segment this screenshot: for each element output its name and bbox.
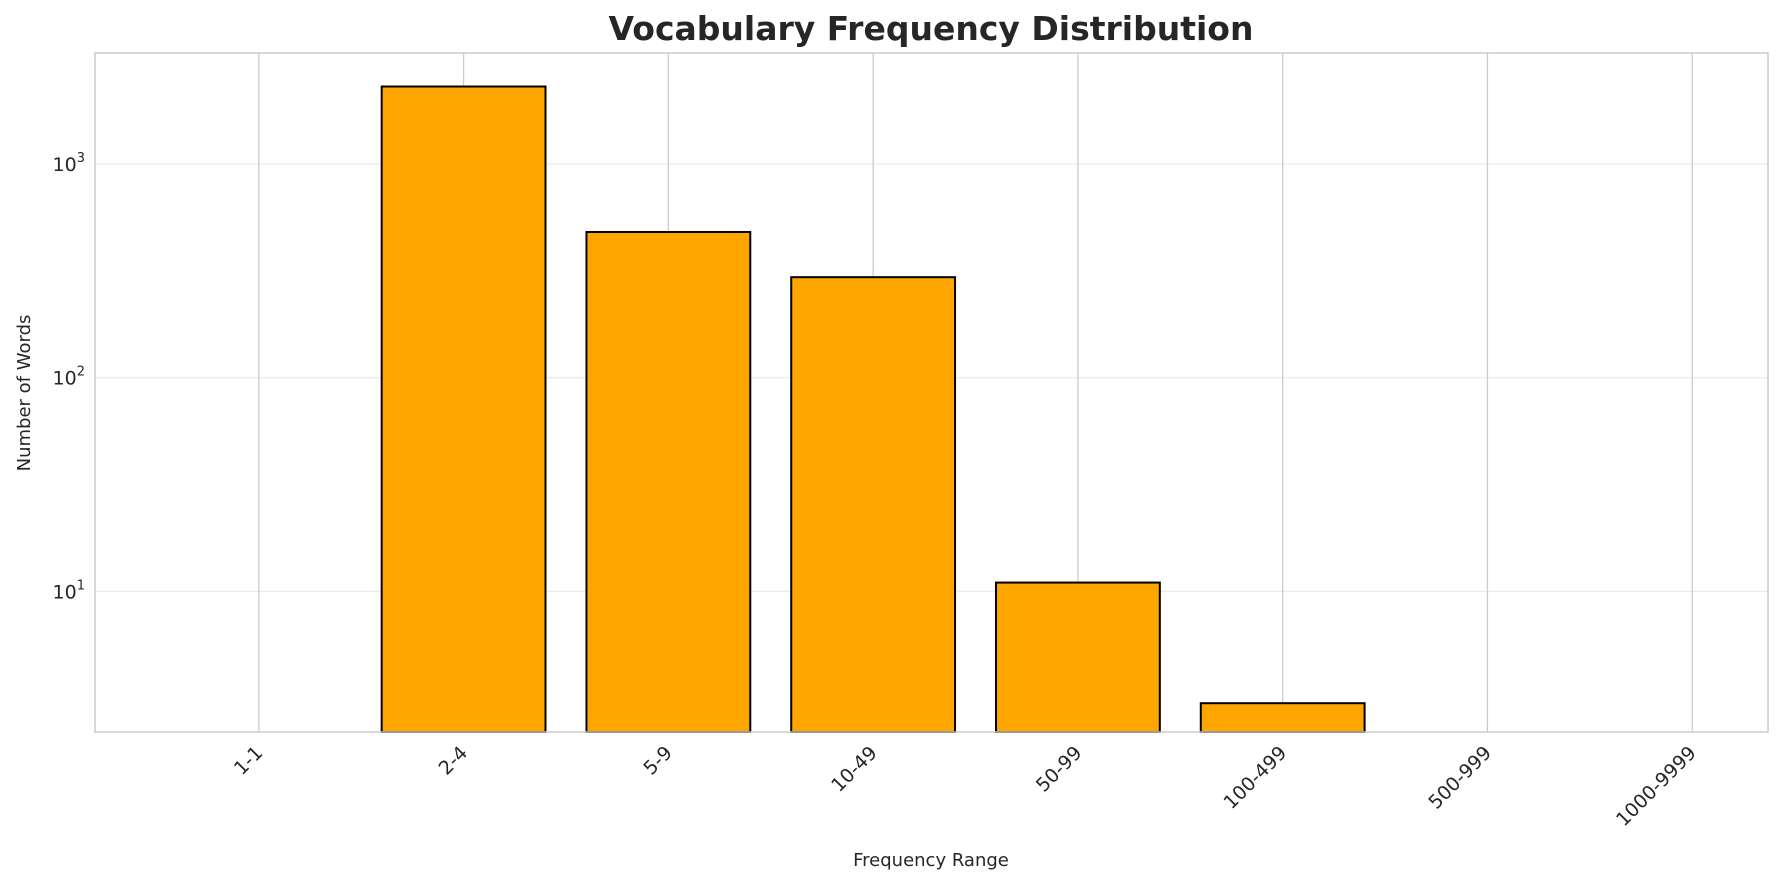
y-tick-label: 103: [53, 151, 85, 176]
bar-10-49: [790, 276, 957, 733]
x-tick-label: 100-499: [1220, 742, 1292, 814]
x-axis-label: Frequency Range: [853, 850, 1009, 871]
bars: [380, 85, 1366, 734]
y-axis-label: Number of Words: [14, 315, 35, 472]
y-tick-exponent: 1: [77, 578, 85, 593]
y-tick-label: 101: [53, 578, 85, 603]
plot-frame: [94, 52, 1769, 733]
x-tick-label: 5-9: [639, 742, 677, 780]
y-tick-base: 10: [53, 154, 77, 176]
x-tick-label: 2-4: [435, 742, 473, 780]
x-tick-label: 50-99: [1032, 742, 1087, 797]
x-tick-label: 500-999: [1424, 742, 1496, 814]
bar-2-4: [380, 85, 547, 733]
y-tick-exponent: 3: [77, 151, 85, 166]
y-tick-exponent: 2: [77, 365, 85, 380]
x-tick-label: 1000-9999: [1612, 742, 1701, 831]
bar-100-499: [1199, 702, 1366, 733]
x-tick-label: 1-1: [230, 742, 268, 780]
y-tick-base: 10: [53, 581, 77, 603]
x-tick-label: 10-49: [827, 742, 882, 797]
y-tick-base: 10: [53, 368, 77, 390]
bar-50-99: [995, 581, 1161, 734]
x-tick-labels: 1-1 2-4 5-9 10-49 50-99 100-499 500-999 1000-99…: [230, 742, 1701, 831]
chart-title: Vocabulary Frequency Distribution: [609, 9, 1254, 48]
y-tick-label: 102: [53, 365, 85, 390]
bar-5-9: [585, 230, 752, 734]
